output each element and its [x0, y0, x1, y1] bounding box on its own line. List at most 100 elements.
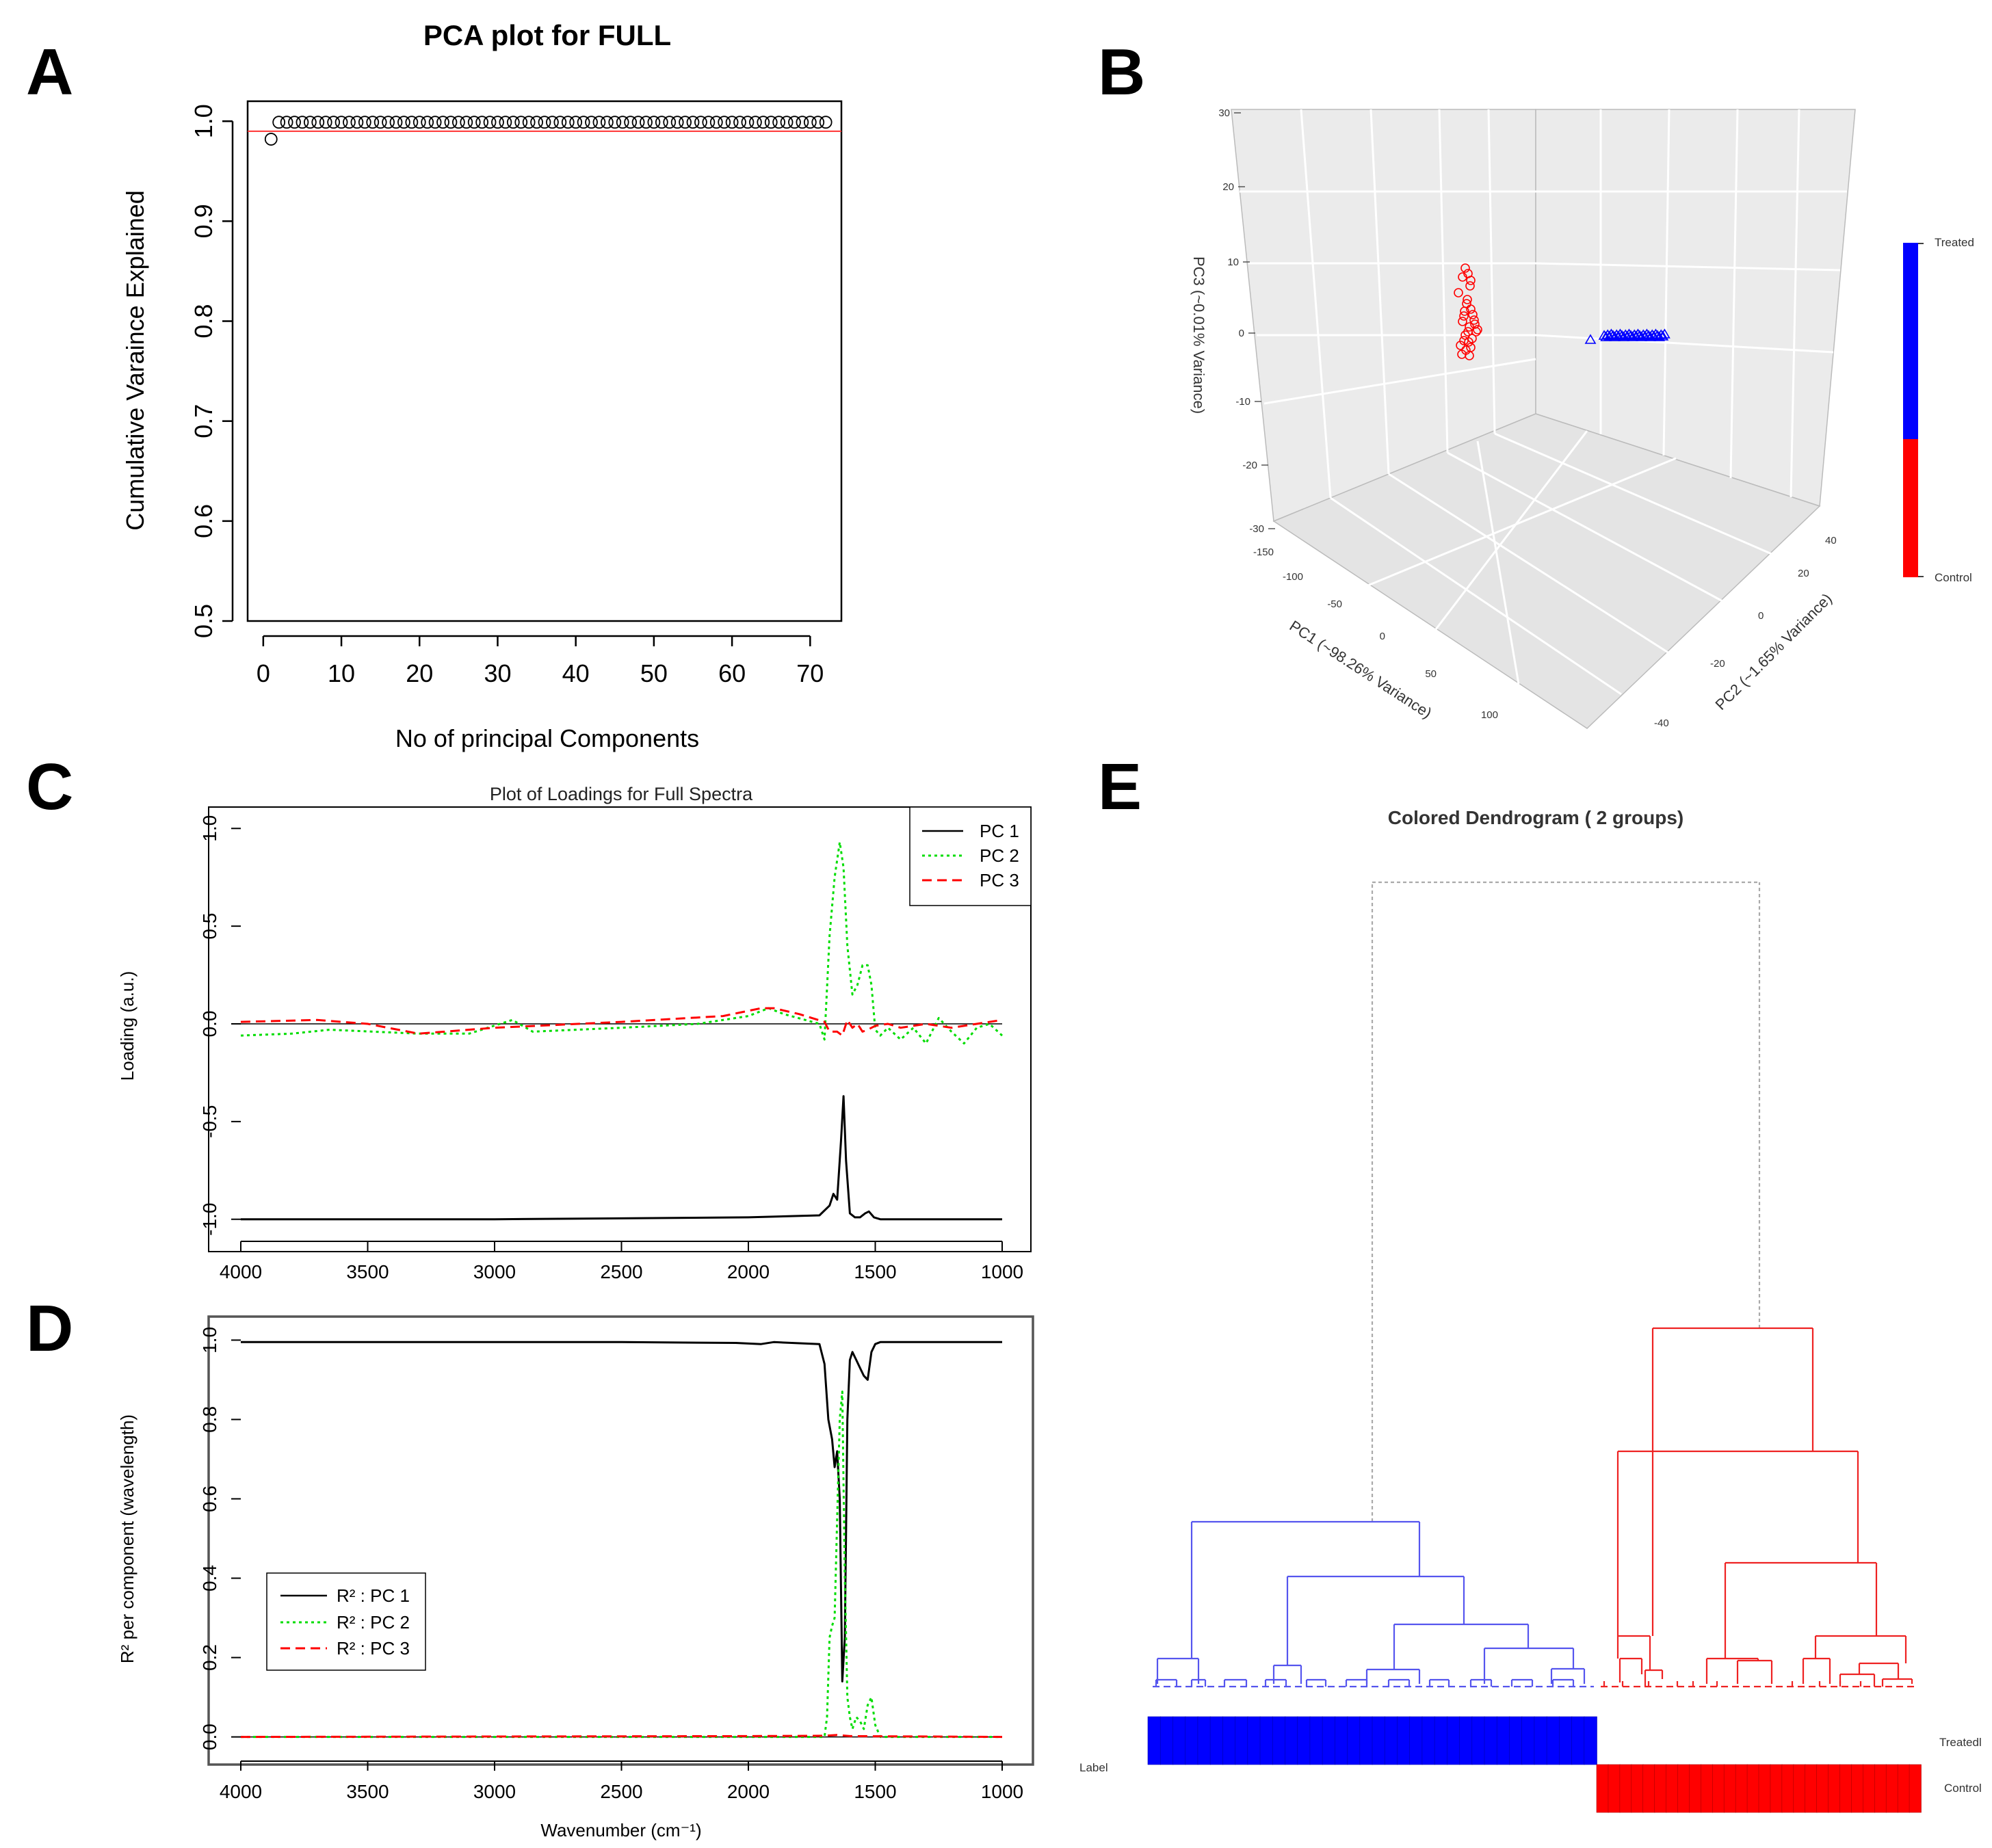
data-point [428, 116, 442, 129]
z-tick-label: -20 [1242, 460, 1257, 471]
treated-label-cell [1285, 1716, 1298, 1765]
control-label-cell [1596, 1764, 1609, 1813]
treated-label-cell [1235, 1716, 1248, 1765]
panel-a-y-axis: 0.5 0.6 0.7 0.8 0.9 1.0 [189, 104, 234, 638]
data-point [764, 116, 778, 129]
treated-point [1619, 329, 1631, 339]
control-label-cell [1642, 1764, 1655, 1813]
y-tick-label: -1.0 [199, 1203, 220, 1236]
control-label-cell [1746, 1764, 1759, 1813]
treated-label-cell [1559, 1716, 1573, 1765]
control-point [1469, 315, 1479, 325]
panel-a-plot-frame [246, 100, 843, 622]
data-point [647, 116, 661, 129]
treated-point [1625, 330, 1637, 340]
data-point [272, 116, 286, 129]
y-tick-label: -20 [1710, 658, 1725, 670]
data-point [506, 116, 520, 129]
data-point [444, 116, 458, 129]
legend-label-treated: Treated [1935, 236, 1974, 249]
panel-a-x-label: No of principal Components [395, 724, 699, 752]
data-point [694, 116, 707, 129]
treated-label-cell [1372, 1716, 1386, 1765]
x-tick-label: 10 [328, 659, 355, 687]
treated-point [1598, 330, 1610, 340]
treated-label-cell [1434, 1716, 1448, 1765]
x-tick-label: 20 [406, 659, 433, 687]
treated-point [1651, 330, 1664, 340]
x-tick-label: 70 [796, 659, 824, 687]
panel-b-y-axis: -40 -20 0 20 40 [1654, 535, 1837, 729]
x-tick-label: 100 [1481, 709, 1498, 721]
panel-label-a: A [26, 36, 73, 109]
x-tick-label: 3000 [473, 1261, 516, 1282]
treated-label-cell [1185, 1716, 1198, 1765]
treated-label-cell [1409, 1716, 1423, 1765]
panel-b-legend: Treated Control [1903, 236, 1974, 584]
control-point [1464, 337, 1473, 347]
control-label-cell [1631, 1764, 1644, 1813]
control-label-cell [1885, 1764, 1898, 1813]
y-tick-label: 1.0 [199, 1327, 220, 1354]
treated-label-cell [1272, 1716, 1286, 1765]
panel-e-group-treated: Treatedl [1939, 1736, 1982, 1749]
treated-label-cell [1197, 1716, 1211, 1765]
treated-point [1659, 328, 1670, 339]
panel-e-dendrogram [1153, 881, 1915, 1688]
data-point [280, 116, 293, 129]
treated-label-cell [1496, 1716, 1510, 1765]
control-point [1466, 276, 1476, 285]
treated-label-cell [1571, 1716, 1585, 1765]
treated-label-cell [1546, 1716, 1560, 1765]
legend-pc2: PC 2 [980, 845, 1019, 866]
z-tick-label: 0 [1239, 328, 1244, 339]
control-point [1460, 263, 1470, 273]
treated-label-cell [1309, 1716, 1323, 1765]
data-point [553, 116, 567, 129]
control-label-cell [1851, 1764, 1864, 1813]
control-label-cell [1874, 1764, 1887, 1813]
control-label-cell [1897, 1764, 1910, 1813]
data-point [436, 116, 449, 129]
treated-label-cell [1209, 1716, 1224, 1765]
control-label-cell [1793, 1764, 1806, 1813]
panel-c-y-label: Loading (a.u.) [117, 971, 137, 1081]
x-tick-label: 50 [1425, 668, 1437, 680]
control-label-cell [1828, 1764, 1841, 1813]
panel-a-marks [248, 116, 841, 146]
data-point [748, 116, 762, 129]
x-tick-label: -150 [1253, 546, 1274, 558]
panel-e-label-bars [1147, 1716, 1922, 1813]
z-tick-label: 30 [1218, 107, 1230, 119]
data-point [577, 116, 590, 129]
panel-b-z-label: PC3 (~0.01% Variance) [1190, 256, 1207, 414]
treated-label-cell [1172, 1716, 1186, 1765]
data-point [803, 116, 817, 129]
treated-point [1601, 329, 1614, 339]
series-line-3 [240, 1007, 1003, 1037]
panel-d-legend: R² : PC 1 R² : PC 2 R² : PC 3 [266, 1572, 426, 1671]
panel-c-lines [240, 841, 1004, 1221]
data-point [358, 116, 371, 129]
panel-d-y-label: R² per component (wavelength) [117, 1414, 137, 1663]
data-point [288, 116, 301, 129]
treated-label-cell [1447, 1716, 1460, 1765]
control-point [1465, 281, 1475, 291]
y-tick-label: 0.8 [199, 1406, 220, 1433]
control-point [1454, 288, 1463, 298]
control-label-cell [1666, 1764, 1679, 1813]
control-label-cell [1816, 1764, 1829, 1813]
control-label-cell [1758, 1764, 1771, 1813]
y-tick-label: 0.4 [199, 1565, 220, 1592]
panel-e-group-control: Control [1944, 1782, 1982, 1795]
y-tick-label: 0.0 [199, 1724, 220, 1750]
series-line-2 [241, 1390, 1002, 1739]
x-tick-label: 1000 [981, 1261, 1023, 1282]
data-point [772, 116, 786, 129]
treated-label-cell [1509, 1716, 1523, 1765]
y-tick-label: 0.0 [199, 1011, 220, 1038]
control-point [1459, 336, 1469, 345]
y-tick-label: 0.6 [199, 1486, 220, 1512]
x-tick-label: 3000 [473, 1781, 516, 1802]
control-point [1463, 295, 1472, 304]
